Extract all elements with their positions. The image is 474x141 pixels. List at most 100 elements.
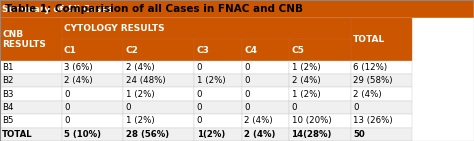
FancyBboxPatch shape [123,128,194,141]
Text: 2 (4%): 2 (4%) [292,76,320,85]
FancyBboxPatch shape [0,74,62,87]
FancyBboxPatch shape [242,74,289,87]
FancyBboxPatch shape [351,101,412,114]
Text: 0: 0 [244,63,250,72]
Text: C5: C5 [292,46,304,55]
Text: 0: 0 [197,116,202,125]
FancyBboxPatch shape [351,61,412,74]
FancyBboxPatch shape [123,39,194,61]
FancyBboxPatch shape [62,114,123,128]
FancyBboxPatch shape [242,114,289,128]
FancyBboxPatch shape [123,101,194,114]
FancyBboxPatch shape [242,87,289,101]
FancyBboxPatch shape [62,87,123,101]
FancyBboxPatch shape [242,61,289,74]
FancyBboxPatch shape [0,101,62,114]
Text: 2 (4%): 2 (4%) [244,116,273,125]
Text: 5 (10%): 5 (10%) [64,130,101,139]
Text: 0: 0 [64,103,70,112]
FancyBboxPatch shape [62,74,123,87]
FancyBboxPatch shape [289,39,351,61]
FancyBboxPatch shape [351,87,412,101]
FancyBboxPatch shape [62,39,123,61]
FancyBboxPatch shape [194,74,242,87]
FancyBboxPatch shape [62,18,351,39]
FancyBboxPatch shape [289,128,351,141]
Text: 2 (4%): 2 (4%) [64,76,92,85]
FancyBboxPatch shape [242,101,289,114]
Text: 2 (4%): 2 (4%) [244,130,275,139]
FancyBboxPatch shape [194,39,242,61]
FancyBboxPatch shape [0,18,62,61]
Text: B3: B3 [2,90,14,99]
FancyBboxPatch shape [242,128,289,141]
Text: 28 (56%): 28 (56%) [126,130,169,139]
FancyBboxPatch shape [0,128,62,141]
Text: TOTAL: TOTAL [353,35,385,44]
FancyBboxPatch shape [194,61,242,74]
FancyBboxPatch shape [0,61,62,74]
Text: 1(2%): 1(2%) [197,130,225,139]
FancyBboxPatch shape [123,74,194,87]
Text: B4: B4 [2,103,14,112]
FancyBboxPatch shape [62,101,123,114]
FancyBboxPatch shape [289,74,351,87]
FancyBboxPatch shape [62,128,123,141]
Text: 0: 0 [197,63,202,72]
FancyBboxPatch shape [123,114,194,128]
Text: 50: 50 [353,130,365,139]
Text: C3: C3 [197,46,210,55]
FancyBboxPatch shape [0,87,62,101]
Text: 0: 0 [292,103,297,112]
Text: B5: B5 [2,116,14,125]
FancyBboxPatch shape [0,114,62,128]
Text: 14(28%): 14(28%) [292,130,332,139]
FancyBboxPatch shape [242,39,289,61]
FancyBboxPatch shape [194,87,242,101]
Text: 2 (4%): 2 (4%) [353,90,382,99]
Text: 0: 0 [64,116,70,125]
FancyBboxPatch shape [62,61,123,74]
Text: Table 1: Comparision of all Cases in FNAC and CNB: Table 1: Comparision of all Cases in FNA… [5,4,303,14]
FancyBboxPatch shape [351,128,412,141]
Text: 0: 0 [197,103,202,112]
Text: C4: C4 [244,46,257,55]
Text: 24 (48%): 24 (48%) [126,76,165,85]
Text: 0: 0 [244,103,250,112]
Text: CYTOLOGY RESULTS: CYTOLOGY RESULTS [64,24,164,33]
Text: 6 (12%): 6 (12%) [353,63,387,72]
Text: C1: C1 [64,46,77,55]
FancyBboxPatch shape [289,114,351,128]
FancyBboxPatch shape [289,101,351,114]
Text: 0: 0 [126,103,131,112]
Text: C2: C2 [126,46,138,55]
Text: 2 (4%): 2 (4%) [126,63,154,72]
Text: 3 (6%): 3 (6%) [64,63,92,72]
Text: 10 (20%): 10 (20%) [292,116,331,125]
FancyBboxPatch shape [123,61,194,74]
Text: Summary of All Cases: Summary of All Cases [2,5,113,14]
FancyBboxPatch shape [194,114,242,128]
Text: 0: 0 [197,90,202,99]
FancyBboxPatch shape [289,87,351,101]
Text: CNB
RESULTS: CNB RESULTS [2,30,46,49]
FancyBboxPatch shape [289,61,351,74]
FancyBboxPatch shape [194,128,242,141]
Text: B2: B2 [2,76,14,85]
FancyBboxPatch shape [194,101,242,114]
Text: 29 (58%): 29 (58%) [353,76,392,85]
FancyBboxPatch shape [123,87,194,101]
Text: TOTAL: TOTAL [2,130,33,139]
Text: 0: 0 [64,90,70,99]
Text: 1 (2%): 1 (2%) [292,63,320,72]
Text: 13 (26%): 13 (26%) [353,116,393,125]
FancyBboxPatch shape [351,74,412,87]
Text: 1 (2%): 1 (2%) [197,76,225,85]
Text: 0: 0 [353,103,359,112]
Text: 0: 0 [244,90,250,99]
Text: 1 (2%): 1 (2%) [126,116,154,125]
Text: 1 (2%): 1 (2%) [292,90,320,99]
FancyBboxPatch shape [351,114,412,128]
FancyBboxPatch shape [0,0,474,18]
Text: 0: 0 [244,76,250,85]
